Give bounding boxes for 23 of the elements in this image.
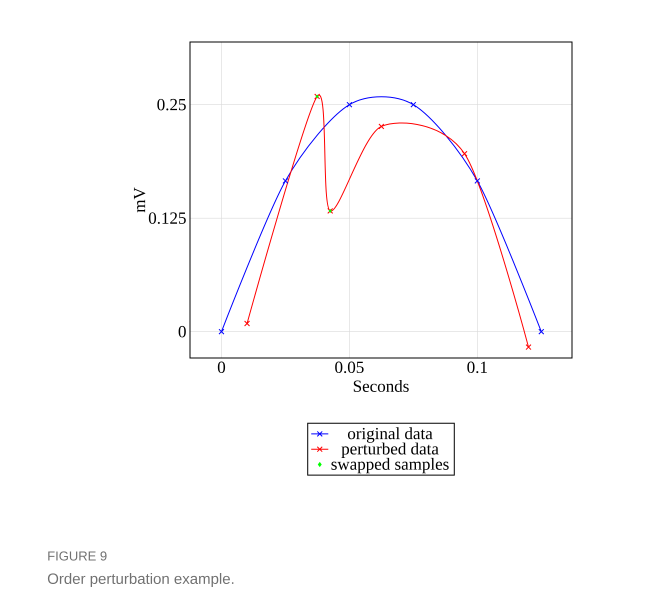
caption: FIGURE 9 <box>48 551 107 561</box>
point <box>474 178 480 184</box>
point <box>282 178 288 184</box>
point <box>462 150 468 157</box>
point <box>526 344 532 350</box>
y-tick-label: 0.125 <box>148 212 186 224</box>
legend-label: perturbed data <box>341 442 439 458</box>
text: Order perturbation example. <box>48 573 234 587</box>
point <box>378 123 384 130</box>
legend-label: original data <box>348 427 433 443</box>
point <box>218 328 224 335</box>
x-tick-label: 0.05 <box>335 362 364 374</box>
x-tick-label: 0 <box>218 362 226 374</box>
x-axis-title: Seconds <box>354 380 409 392</box>
point <box>410 102 416 108</box>
y-tick-label: 0 <box>178 326 186 338</box>
x-tick-label: 0.1 <box>467 362 487 374</box>
y-tick-label: 0.25 <box>157 98 186 110</box>
point <box>244 320 250 326</box>
legend-label: swapped samples <box>331 458 449 474</box>
point <box>538 328 544 335</box>
y-axis-title: mV <box>134 187 146 212</box>
point <box>346 102 352 108</box>
